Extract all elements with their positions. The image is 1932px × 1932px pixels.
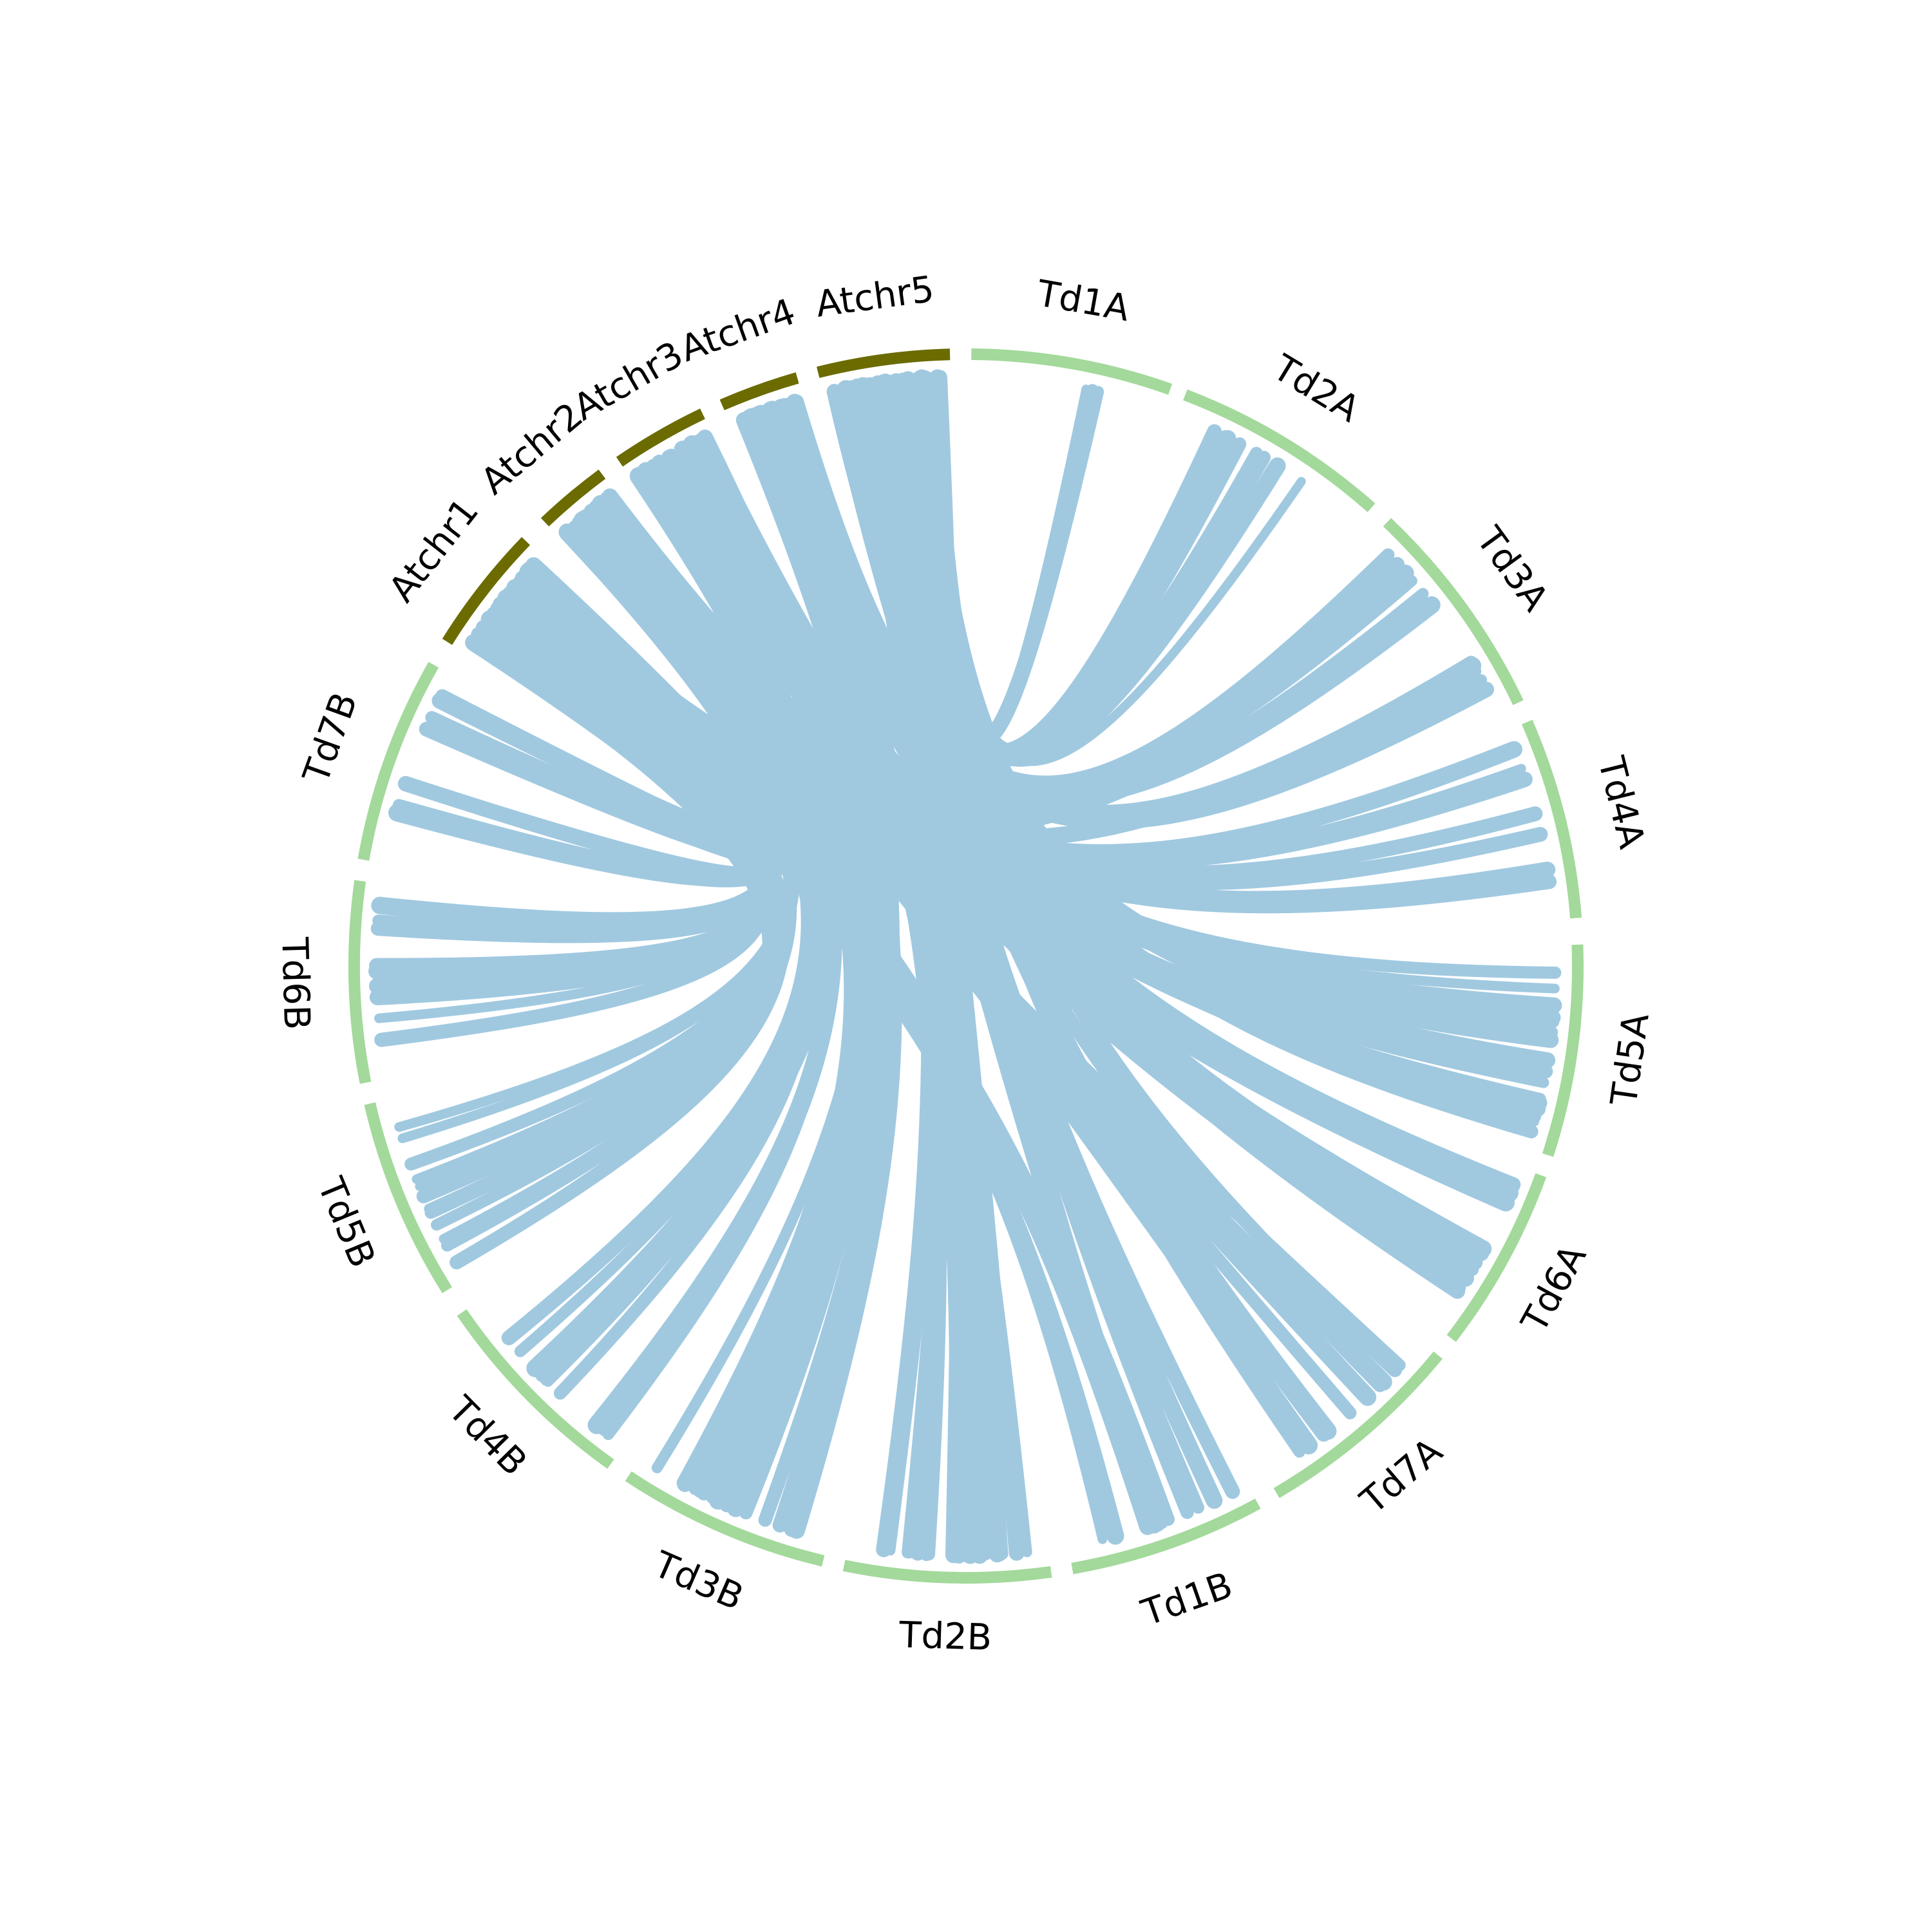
synteny-link-atchr1-td1b: [484, 613, 1151, 1533]
segment-td2a: [1183, 389, 1376, 513]
synteny-link-atchr5-td1b: [862, 377, 1240, 1499]
synteny-link-atchr1-td3a: [505, 587, 1482, 844]
segment-td7b: [357, 661, 439, 861]
segment-td5b: [364, 1102, 453, 1294]
synteny-link-atchr2-td7a: [579, 509, 1336, 1437]
segment-td4b: [457, 1309, 614, 1469]
label-td2b: Td2B: [898, 1614, 992, 1658]
segment-atchr5: [817, 348, 951, 378]
segment-td6a: [1446, 1173, 1547, 1342]
segment-atchr3: [616, 408, 705, 467]
segment-td6b: [348, 880, 372, 1084]
segment-td1b: [1071, 1498, 1261, 1575]
segment-td1a: [971, 348, 1173, 395]
segment-atchr2: [540, 469, 606, 527]
segment-atchr4: [719, 372, 799, 411]
synteny-link-atchr2-td7a: [587, 502, 1357, 1419]
segment-td3a: [1383, 518, 1524, 705]
segment-td5a: [1542, 944, 1584, 1157]
synteny-links: [368, 369, 1562, 1564]
segment-atchr1: [442, 536, 531, 645]
synteny-link-atchr3-td6a: [637, 462, 1515, 1212]
synteny-link-atchr1-td3a: [515, 556, 1405, 822]
synteny-link-atchr1-td5b: [440, 633, 779, 1252]
chromosome-segments: [348, 348, 1584, 1584]
segment-td4a: [1521, 719, 1582, 919]
label-td6b: Td6B: [273, 936, 317, 1030]
segment-td3b: [625, 1471, 825, 1567]
segment-td2b: [842, 1560, 1052, 1584]
segment-td7a: [1273, 1351, 1443, 1499]
